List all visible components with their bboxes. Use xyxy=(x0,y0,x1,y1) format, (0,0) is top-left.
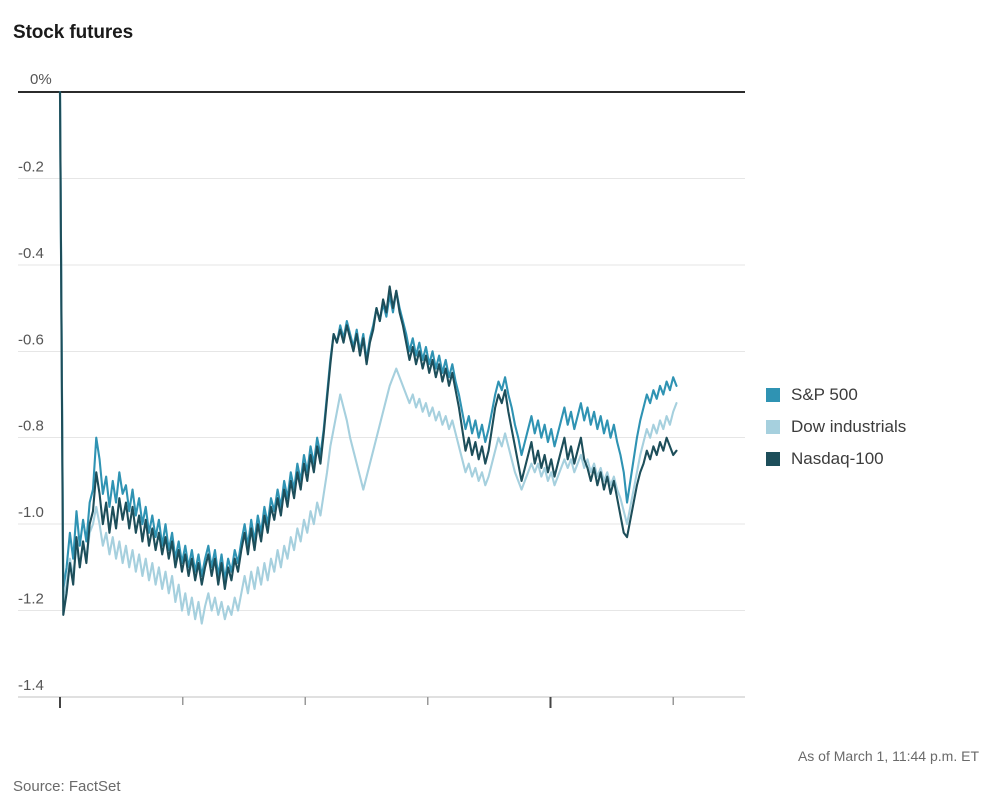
legend-swatch-icon xyxy=(766,388,780,402)
chart-legend: S&P 500 Dow industrials Nasdaq-100 xyxy=(766,379,981,475)
legend-item[interactable]: Nasdaq-100 xyxy=(766,443,981,475)
y-axis-tick-label: -0.6 xyxy=(18,331,44,348)
y-axis-tick-label: -1.0 xyxy=(18,504,44,521)
series-line-s-p-500 xyxy=(58,90,678,591)
legend-item[interactable]: S&P 500 xyxy=(766,379,981,411)
y-axis-tick-label: 0% xyxy=(30,71,52,88)
y-axis-tick-label: -0.8 xyxy=(18,418,44,435)
source-note: Source: FactSet xyxy=(13,778,121,795)
chart-plot-area: 0%-0.2-0.4-0.6-0.8-1.0-1.2-1.4March 111 … xyxy=(0,60,760,710)
legend-item-label: Nasdaq-100 xyxy=(791,449,884,468)
legend-item-label: Dow industrials xyxy=(791,417,907,436)
y-axis-tick-label: -1.2 xyxy=(18,591,44,608)
series-line-nasdaq-100 xyxy=(58,90,678,616)
legend-swatch-icon xyxy=(766,420,780,434)
chart-svg: 0%-0.2-0.4-0.6-0.8-1.0-1.2-1.4March 111 … xyxy=(18,71,745,708)
y-axis-tick-label: -0.2 xyxy=(18,158,44,175)
legend-item[interactable]: Dow industrials xyxy=(766,411,981,443)
as-of-note: As of March 1, 11:44 p.m. ET xyxy=(797,748,979,764)
series-line-dow-industrials xyxy=(58,90,678,625)
legend-item-label: S&P 500 xyxy=(791,385,858,404)
y-axis-tick-label: -0.4 xyxy=(18,245,44,262)
page-title: Stock futures xyxy=(13,22,134,43)
y-axis-tick-label: -1.4 xyxy=(18,677,44,694)
legend-swatch-icon xyxy=(766,452,780,466)
